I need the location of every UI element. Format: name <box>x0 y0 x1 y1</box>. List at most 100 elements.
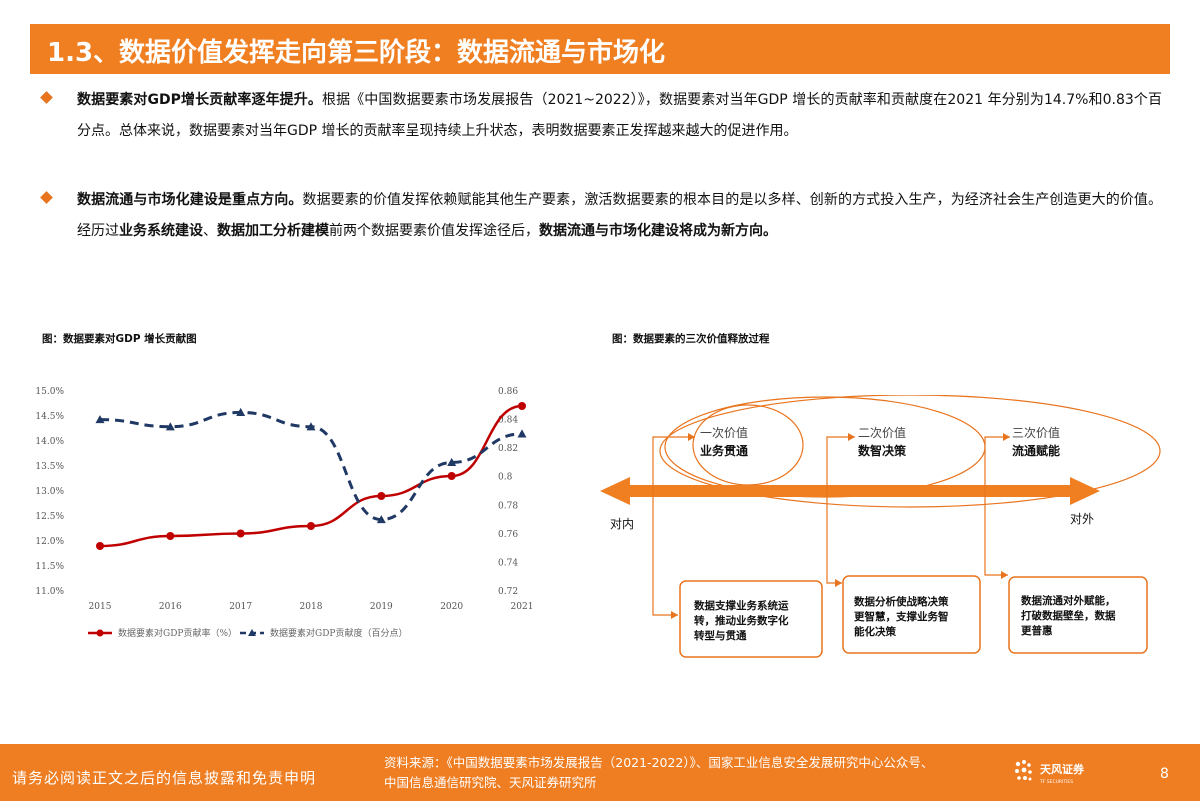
data-point <box>236 407 246 417</box>
y-right-tick-label: 0.76 <box>498 530 518 540</box>
y-left-tick-label: 13.5% <box>35 462 64 472</box>
box3-line2: 打破数据壁垒，数据 <box>1021 609 1116 622</box>
stage2-line1: 二次价值 <box>858 425 906 440</box>
legend-label: 数据要素对GDP贡献度（百分点） <box>270 627 407 639</box>
text-segment: 前两个数据要素价值发挥途径后， <box>329 223 539 239</box>
source-note: 资料来源：《中国数据要素市场发展报告（2021-2022）》、国家工业信息安全发… <box>384 753 933 793</box>
box1-line2: 转，推动业务数字化 <box>694 614 789 627</box>
bold-text-segment: 数据流通与市场化建设是重点方向。 <box>77 192 303 208</box>
value-release-diagram: 一次价值 业务贯通 二次价值 数智决策 三次价值 流通赋能 对内 对外 数据支撑… <box>600 395 1161 658</box>
y-left-tick-label: 11.0% <box>35 587 64 597</box>
bullet-diamond-icon <box>40 191 53 204</box>
bold-text-segment: 数据要素对GDP增长贡献率逐年提升。 <box>77 92 322 108</box>
x-tick-label: 2015 <box>89 602 112 612</box>
data-point <box>165 422 175 431</box>
box1-line3: 转型与贯通 <box>694 629 747 642</box>
box1 <box>679 580 823 658</box>
legend-label: 数据要素对GDP贡献率（%） <box>118 627 237 639</box>
x-axis: 2015 2016 2017 2018 2019 2020 2021 <box>89 602 534 612</box>
stage3-line1: 三次价值 <box>1012 425 1060 440</box>
outer-label: 对外 <box>1070 512 1094 526</box>
text-segment: 根据《中国数据要素市场发展报告（2021~2022）》，数据要素对当年GDP 增… <box>77 92 1163 139</box>
stage1-line1: 一次价值 <box>700 425 748 440</box>
data-point <box>376 515 386 524</box>
data-point <box>447 472 456 480</box>
y-left-tick-label: 14.5% <box>35 412 64 422</box>
y-right-tick-label: 0.74 <box>498 558 518 568</box>
bullet-diamond-icon <box>40 91 53 104</box>
y-left-tick-label: 12.5% <box>35 512 64 522</box>
legend: 数据要素对GDP贡献率（%） 数据要素对GDP贡献度（百分点） <box>88 627 407 639</box>
box3-line3: 更普惠 <box>1021 624 1053 637</box>
data-point <box>236 529 245 538</box>
bold-text-segment: 业务系统建设 <box>119 223 203 239</box>
y-right-tick-label: 0.86 <box>498 387 518 397</box>
x-tick-label: 2020 <box>440 602 463 612</box>
text-segment: 、 <box>203 223 217 239</box>
y-right-tick-label: 0.72 <box>498 587 518 597</box>
source-line-1: 资料来源：《中国数据要素市场发展报告（2021-2022）》、国家工业信息安全发… <box>384 755 934 770</box>
x-tick-label: 2017 <box>229 602 252 612</box>
stage3-line2: 流通赋能 <box>1012 443 1060 458</box>
x-tick-label: 2019 <box>370 602 393 612</box>
logo-text: 天风证券 <box>1040 762 1085 776</box>
y-right-tick-label: 0.84 <box>498 416 518 426</box>
source-line-2: 中国信息通信研究院、天风证券研究所 <box>384 775 597 790</box>
y-right-tick-label: 0.78 <box>498 501 518 511</box>
slide-title: 1.3、数据价值发挥走向第三阶段：数据流通与市场化 <box>47 38 666 68</box>
x-tick-label: 2021 <box>511 602 534 612</box>
box1-line1: 数据支撑业务系统运 <box>693 599 789 612</box>
y-left-tick-label: 12.0% <box>35 537 64 547</box>
data-point <box>95 415 105 424</box>
footer-bar: 请务必阅读正文之后的信息披露和免责申明 资料来源：《中国数据要素市场发展报告（2… <box>0 744 1200 801</box>
right-chart-title: 图：数据要素的三次价值释放过程 <box>612 333 770 345</box>
data-point <box>518 402 526 410</box>
disclaimer-text: 请务必阅读正文之后的信息披露和免责申明 <box>12 769 317 787</box>
bold-text-segment: 数据加工分析建模 <box>217 223 329 239</box>
data-point <box>447 457 457 467</box>
x-tick-label: 2016 <box>159 602 182 612</box>
connectors <box>652 436 1010 616</box>
connector-arrowheads <box>671 433 1010 619</box>
x-tick-label: 2018 <box>300 602 323 612</box>
box2 <box>842 575 981 654</box>
logo-subtext: TF SECURITIES <box>1039 779 1073 785</box>
data-point <box>307 522 315 530</box>
left-chart-title: 图：数据要素对GDP 增长贡献图 <box>42 333 197 345</box>
y-left-tick-label: 15.0% <box>35 387 64 397</box>
page-number: 8 <box>1160 766 1169 782</box>
series-layer <box>95 402 527 550</box>
bullet-paragraph: 数据流通与市场化建设是重点方向。数据要素的价值发挥依赖赋能其他生产要素，激活数据… <box>77 185 1162 247</box>
box2-line1: 数据分析使战略决策 <box>853 595 949 608</box>
y-left-tick-label: 14.0% <box>35 437 64 447</box>
double-arrow <box>600 477 1100 505</box>
text-segment: 数据要素的价值发挥依赖赋能其他生产要素，激活数据要素的根本目的是以多样、创新的方… <box>77 192 1163 239</box>
legend-marker <box>248 629 256 636</box>
y-right-tick-label: 0.82 <box>498 444 518 454</box>
title-bar: 1.3、数据价值发挥走向第三阶段：数据流通与市场化 <box>30 24 1170 74</box>
data-point <box>377 492 386 500</box>
inner-label: 对内 <box>610 517 634 531</box>
gdp-contribution-chart: 15.0% 14.5% 14.0% 13.5% 13.0% 12.5% 12.0% 11.5%… <box>35 387 534 639</box>
left-axis: 15.0% 14.5% 14.0% 13.5% 13.0% 12.5% 12.0% 11.5%… <box>35 387 64 597</box>
data-point <box>517 429 527 438</box>
data-point <box>306 422 316 431</box>
box2-line3: 能化决策 <box>854 625 896 638</box>
legend-marker <box>96 629 104 637</box>
data-point <box>96 542 104 550</box>
series-line <box>99 410 523 522</box>
stage3-ellipse <box>659 395 1161 508</box>
y-left-tick-label: 11.5% <box>35 562 64 572</box>
bold-text-segment: 数据流通与市场化建设将成为新方向。 <box>539 223 777 239</box>
stage2-line2: 数智决策 <box>858 443 907 458</box>
right-axis: 0.86 0.84 0.82 0.8 0.78 0.76 0.74 0.72 <box>498 387 518 597</box>
stage1-line2: 业务贯通 <box>700 443 748 458</box>
y-right-tick-label: 0.8 <box>498 473 513 483</box>
bullet-paragraph: 数据要素对GDP增长贡献率逐年提升。根据《中国数据要素市场发展报告（2021~2… <box>77 85 1162 147</box>
y-left-tick-label: 13.0% <box>35 487 64 497</box>
data-point <box>166 532 175 540</box>
box3-line1: 数据流通对外赋能， <box>1020 594 1116 607</box>
box2-line2: 更智慧，支撑业务智 <box>854 610 949 623</box>
company-logo: 天风证券 TF SECURITIES <box>1015 760 1085 785</box>
box3 <box>1008 576 1148 654</box>
